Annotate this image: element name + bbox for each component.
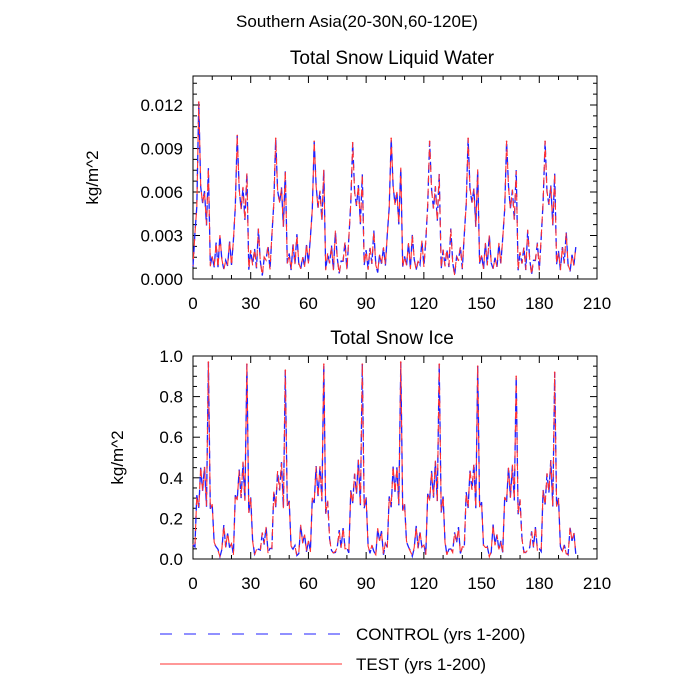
- cycle-peak-point: [544, 140, 546, 143]
- cycle-peak-point: [428, 140, 431, 143]
- x-tick-label: 30: [241, 574, 260, 593]
- y-tick-label: 0.006: [140, 183, 183, 202]
- cycle-peak-point: [476, 365, 479, 367]
- y-tick-label: 0.8: [159, 388, 183, 407]
- x-tick-label: 150: [467, 574, 495, 593]
- page-title: Southern Asia(20-30N,60-120E): [236, 12, 478, 31]
- x-tick-label: 60: [299, 574, 318, 593]
- cycle-peak-point: [236, 134, 239, 137]
- y-axis-label: kg/m^2: [108, 430, 127, 484]
- y-axis-label: kg/m^2: [83, 150, 102, 204]
- plot-frame: [192, 355, 598, 560]
- cycle-peak-point: [323, 363, 325, 365]
- legend-label-test: TEST (yrs 1-200): [356, 655, 486, 674]
- panel-title: Total Snow Ice: [330, 328, 454, 349]
- x-tick-label: 180: [525, 294, 553, 313]
- y-tick-label: 0.2: [159, 509, 183, 528]
- cycle-peak-point: [197, 101, 200, 103]
- x-tick-label: 120: [410, 574, 438, 593]
- cycle-peak-point: [207, 361, 210, 363]
- cycle-peak-point: [274, 137, 277, 140]
- legend: CONTROL (yrs 1-200) TEST (yrs 1-200): [160, 625, 525, 674]
- cycle-peak-point: [246, 363, 248, 365]
- series-line-control: [192, 102, 577, 276]
- series-line-test: [192, 362, 577, 559]
- y-tick-label: 0.003: [140, 227, 183, 246]
- plot-frame: [192, 75, 598, 280]
- y-tick-label: 0.4: [159, 469, 183, 488]
- cycle-peak-point: [467, 137, 469, 140]
- cycle-peak-point: [553, 371, 556, 374]
- x-tick-label: 210: [583, 574, 611, 593]
- cycle-peak-point: [351, 141, 354, 144]
- panel-snow-ice: Total Snow Ice 0 30 60 90 120 150 180 210 0.0 0.2 0…: [108, 328, 611, 593]
- x-tick-label: 30: [241, 294, 260, 313]
- cycle-peak-point: [515, 375, 517, 378]
- cycle-peak-point: [390, 137, 392, 140]
- cycle-peak-point: [361, 363, 364, 365]
- cycle-peak-point: [438, 363, 441, 365]
- x-tick-label: 120: [410, 294, 438, 313]
- series-line-control: [192, 362, 577, 560]
- x-tick-label: 0: [188, 574, 197, 593]
- panel-title: Total Snow Liquid Water: [290, 48, 495, 69]
- y-tick-label: 0.009: [140, 140, 183, 159]
- legend-label-control: CONTROL (yrs 1-200): [356, 625, 525, 644]
- y-tick-label: 0.0: [159, 550, 183, 569]
- y-tick-label: 0.000: [140, 270, 183, 289]
- y-tick-label: 0.012: [140, 96, 183, 115]
- cycle-peak-point: [284, 369, 287, 372]
- x-tick-label: 150: [467, 294, 495, 313]
- cycle-peak-point: [399, 361, 402, 363]
- series-line-test: [192, 102, 577, 276]
- cycle-peak-point: [505, 140, 508, 143]
- x-tick-label: 180: [525, 574, 553, 593]
- x-tick-label: 210: [583, 294, 611, 313]
- x-tick-label: 0: [188, 294, 197, 313]
- x-tick-label: 90: [357, 574, 376, 593]
- panel-snow-liquid-water: Total Snow Liquid Water 0 30 60 90 120 150 180 2…: [83, 48, 611, 313]
- x-tick-label: 90: [357, 294, 376, 313]
- y-tick-label: 0.6: [159, 428, 183, 447]
- x-tick-label: 60: [299, 294, 318, 313]
- y-tick-label: 1.0: [159, 347, 183, 366]
- cycle-peak-point: [313, 140, 316, 143]
